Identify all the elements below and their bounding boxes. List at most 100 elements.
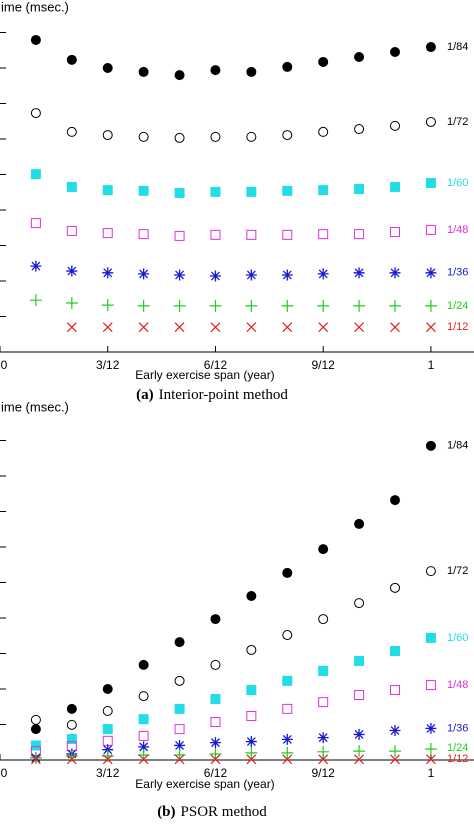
marker — [30, 108, 41, 119]
x-tick-label: 3/12 — [96, 358, 120, 372]
x-tick-label: 3/12 — [96, 766, 120, 780]
marker — [66, 734, 77, 745]
marker — [138, 322, 149, 333]
marker — [317, 299, 330, 312]
marker — [102, 724, 113, 735]
marker — [174, 230, 185, 241]
y-axis-label: ime (msec.) — [1, 0, 69, 14]
marker — [425, 267, 437, 279]
marker — [138, 730, 149, 741]
marker — [282, 675, 293, 686]
marker — [30, 169, 41, 180]
marker — [282, 229, 293, 240]
marker — [389, 267, 401, 279]
marker — [425, 566, 436, 577]
marker — [66, 54, 77, 65]
marker — [210, 131, 221, 142]
marker — [354, 690, 365, 701]
marker — [389, 299, 402, 312]
marker — [30, 724, 41, 735]
marker — [353, 728, 365, 740]
marker — [102, 185, 113, 196]
x-tick-label: 9/12 — [312, 766, 336, 780]
marker — [318, 229, 329, 240]
marker — [246, 322, 257, 333]
marker — [282, 322, 293, 333]
marker — [174, 269, 186, 281]
series-label: 1/60 — [447, 177, 468, 189]
caption-text: PSOR method — [181, 804, 268, 820]
marker — [209, 270, 221, 282]
marker — [209, 299, 222, 312]
marker — [354, 51, 365, 62]
caption: (b) PSOR method — [157, 804, 267, 820]
marker — [174, 675, 185, 686]
marker — [174, 703, 185, 714]
marker — [210, 614, 221, 625]
series-label: 1/60 — [447, 632, 468, 644]
marker — [354, 655, 365, 666]
x-tick-label: 0 — [1, 766, 8, 780]
marker — [390, 47, 401, 58]
marker — [318, 697, 329, 708]
marker — [317, 745, 330, 758]
series-label: 1/36 — [447, 267, 468, 279]
marker — [102, 63, 113, 73]
marker — [66, 754, 77, 765]
marker — [245, 736, 257, 748]
marker — [210, 717, 221, 728]
marker — [282, 567, 293, 578]
marker — [246, 590, 257, 601]
series-label: 1/48 — [447, 224, 468, 236]
marker — [138, 268, 150, 280]
marker — [102, 754, 113, 765]
series-label: 1/48 — [447, 679, 468, 691]
series-label: 1/12 — [447, 753, 468, 765]
marker — [66, 322, 77, 333]
marker — [138, 229, 149, 240]
marker — [281, 299, 294, 312]
marker — [318, 126, 329, 137]
marker — [30, 714, 41, 725]
chart: ime (msec.) 0 3/12 6/12 9/12 1 Early exercise … — [0, 0, 474, 403]
marker — [174, 754, 185, 765]
marker — [354, 598, 365, 609]
marker — [66, 181, 77, 192]
marker — [390, 227, 401, 238]
marker — [390, 582, 401, 593]
caption-label: (a) — [136, 387, 154, 403]
marker — [102, 267, 114, 279]
series-label: 1/36 — [447, 722, 468, 734]
marker — [317, 732, 329, 744]
marker — [66, 265, 78, 277]
marker — [29, 294, 42, 307]
marker — [138, 185, 149, 196]
marker — [174, 637, 185, 648]
marker — [246, 754, 257, 765]
marker — [282, 61, 293, 72]
marker — [210, 186, 221, 197]
marker — [318, 754, 329, 765]
y-axis-label: ime (msec.) — [1, 399, 69, 414]
marker — [389, 725, 401, 737]
series-label: 1/24 — [447, 742, 468, 754]
marker — [66, 703, 77, 714]
marker — [246, 644, 257, 655]
marker — [318, 322, 329, 333]
marker — [390, 754, 400, 765]
marker — [29, 751, 42, 764]
marker — [318, 665, 329, 676]
marker — [281, 733, 293, 745]
marker — [209, 747, 222, 760]
marker — [30, 260, 42, 272]
series-label: 1/72 — [447, 116, 468, 128]
marker — [390, 685, 401, 696]
marker — [390, 120, 401, 131]
marker — [318, 544, 329, 555]
marker — [174, 739, 186, 751]
marker — [245, 746, 258, 759]
marker — [353, 267, 365, 279]
marker — [425, 680, 436, 691]
marker — [425, 178, 436, 189]
